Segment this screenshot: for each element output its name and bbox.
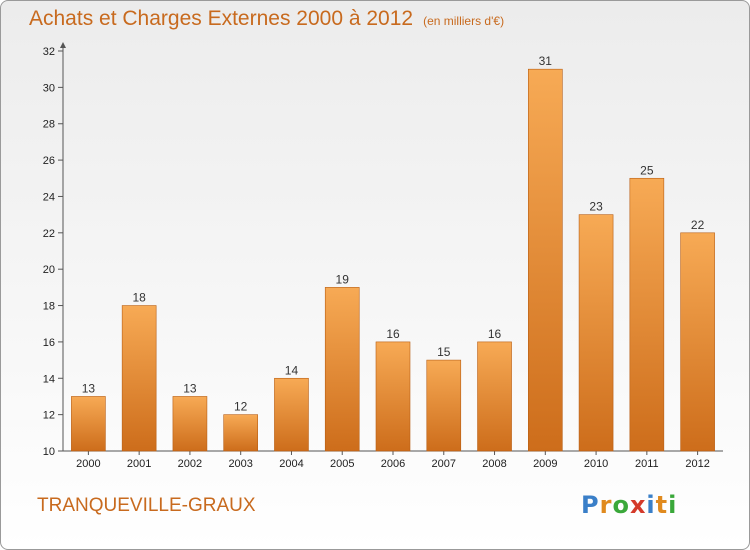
- y-tick-label: 20: [43, 264, 55, 276]
- bar-value-label: 13: [183, 381, 197, 395]
- logo-letter: i: [668, 491, 678, 519]
- x-tick-label: 2007: [432, 458, 456, 470]
- bar-value-label: 19: [336, 272, 350, 286]
- logo-letter: r: [599, 491, 613, 519]
- bar-2005: [324, 287, 360, 452]
- y-tick-label: 30: [43, 82, 55, 94]
- bar-value-label: 23: [589, 200, 603, 214]
- proxiti-logo: Proxiti: [581, 491, 677, 519]
- y-tick-label: 10: [43, 446, 55, 458]
- bar-2006: [375, 341, 411, 452]
- x-tick-label: 2002: [178, 458, 202, 470]
- bar-2011: [629, 177, 665, 452]
- x-tick-label: 2005: [330, 458, 354, 470]
- bar-2001: [121, 305, 157, 452]
- x-tick-label: 2011: [635, 458, 659, 470]
- bar-value-label: 14: [285, 363, 299, 377]
- y-tick-label: 12: [43, 410, 55, 422]
- bar-value-label: 13: [82, 381, 96, 395]
- x-tick-label: 2000: [76, 458, 100, 470]
- title-unit: (en milliers d'€): [423, 14, 505, 28]
- logo-letter: x: [629, 491, 647, 519]
- x-tick-label: 2010: [584, 458, 608, 470]
- commune-name: TRANQUEVILLE-GRAUX: [37, 495, 256, 516]
- bar-2003: [223, 414, 258, 452]
- y-tick-label: 18: [43, 301, 55, 313]
- logo-letter: i: [646, 491, 656, 519]
- bar-value-label: 15: [437, 345, 451, 359]
- bars: [71, 68, 715, 452]
- x-tick-label: 2009: [533, 458, 557, 470]
- labels: 13 18 13 12 14 19 16 15 16 31 23 25 22: [82, 54, 705, 413]
- logo-letter: t: [655, 491, 669, 519]
- bar-value-label: 18: [132, 291, 146, 305]
- bar-2010: [578, 214, 614, 452]
- y-tick-label: 14: [43, 373, 55, 385]
- bar-value-label: 16: [386, 327, 400, 341]
- bar-value-label: 31: [539, 54, 553, 68]
- y-tick-label: 22: [43, 228, 55, 240]
- y-tick-label: 16: [43, 337, 55, 349]
- x-tick-label: 2001: [127, 458, 151, 470]
- bar-2008: [477, 341, 512, 452]
- y-tick-label: 26: [43, 155, 55, 167]
- bar-value-label: 22: [691, 218, 705, 232]
- title-text: Achats et Charges Externes 2000 à 2012: [29, 7, 414, 30]
- bar-2009: [528, 68, 563, 452]
- bar-2000: [71, 396, 106, 452]
- bar-2002: [172, 396, 208, 452]
- y-tick-label: 28: [43, 119, 55, 131]
- bar-2004: [274, 377, 309, 452]
- bar-2007: [426, 359, 462, 452]
- logo-letter: o: [612, 491, 630, 519]
- y-axis-arrow: [60, 42, 66, 48]
- bar-value-label: 25: [640, 163, 654, 177]
- x-tick-label: 2003: [228, 458, 252, 470]
- y-tick-label: 24: [43, 191, 55, 203]
- y-tick-label: 32: [43, 46, 55, 58]
- x-tick-label: 2012: [685, 458, 709, 470]
- bar-value-label: 12: [234, 400, 248, 414]
- bar-2012: [680, 232, 715, 452]
- bar-value-label: 16: [488, 327, 502, 341]
- logo-letter: P: [581, 491, 600, 519]
- x-tick-label: 2006: [381, 458, 405, 470]
- x-tick-label: 2004: [279, 458, 303, 470]
- x-tick-label: 2008: [482, 458, 506, 470]
- chart-title: Achats et Charges Externes 2000 à 2012 (e…: [29, 7, 504, 31]
